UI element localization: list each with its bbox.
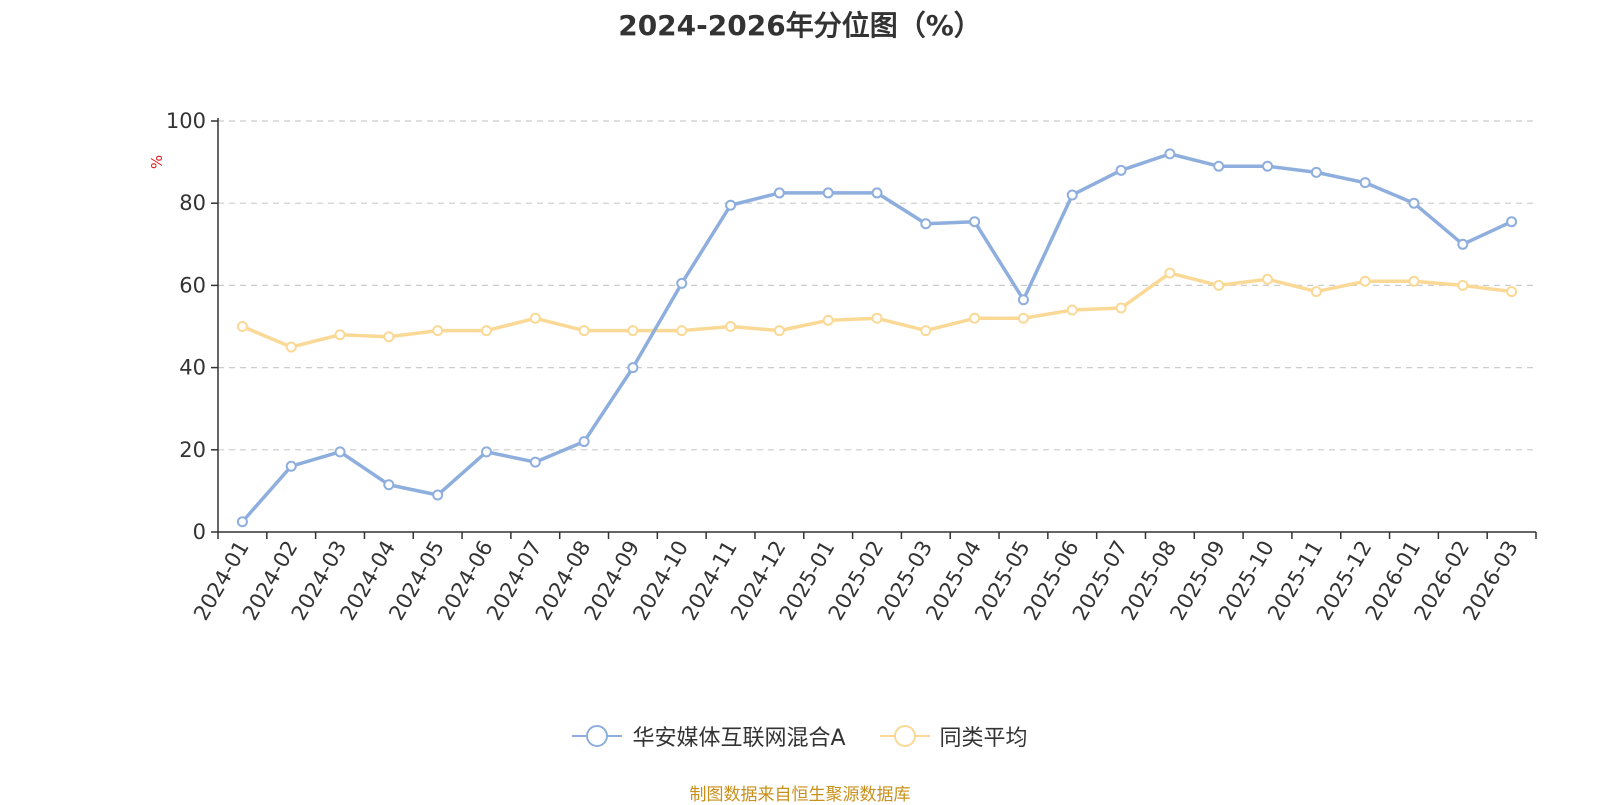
data-point-series-1: [1164, 148, 1176, 160]
data-point-series-2: [1408, 275, 1420, 287]
series-line-2: [241, 271, 1512, 349]
data-point-series-1: [334, 446, 346, 458]
y-tick-label: 20: [179, 438, 206, 462]
data-point-series-1: [236, 516, 248, 528]
data-point-series-1: [1506, 216, 1518, 228]
data-point-series-1: [1359, 177, 1371, 189]
legend-label-series-1: 华安媒体互联网混合A: [632, 726, 846, 751]
data-point-series-2: [383, 331, 395, 343]
data-point-series-1: [432, 489, 444, 501]
data-point-series-2: [1066, 304, 1078, 316]
data-point-series-1: [627, 362, 639, 374]
data-point-series-1: [676, 277, 688, 289]
data-point-series-2: [1213, 279, 1225, 291]
data-point-series-2: [1506, 286, 1518, 298]
data-point-series-2: [725, 321, 737, 332]
y-tick-label: 0: [193, 520, 206, 544]
data-point-series-1: [1017, 294, 1029, 306]
chart-title: 2024-2026年分位图（%）: [618, 9, 982, 42]
data-point-series-2: [1262, 273, 1274, 285]
data-point-series-1: [871, 187, 883, 199]
y-axis-label: %: [148, 155, 166, 169]
data-point-series-1: [578, 436, 590, 448]
data-point-series-2: [969, 312, 981, 324]
data-point-series-1: [383, 479, 395, 491]
data-point-series-1: [1213, 160, 1225, 172]
data-point-series-2: [822, 314, 834, 326]
data-point-series-2: [627, 325, 639, 337]
data-point-series-2: [676, 325, 688, 337]
legend-item-series-2[interactable]: 同类平均: [879, 720, 1028, 752]
data-point-series-1: [1115, 164, 1127, 176]
data-point-series-2: [1457, 279, 1469, 291]
data-point-series-1: [1066, 189, 1078, 201]
data-point-series-1: [529, 456, 541, 468]
data-point-series-2: [1310, 286, 1322, 298]
data-point-series-1: [969, 216, 981, 228]
data-point-series-1: [725, 199, 737, 211]
data-point-series-1: [1457, 238, 1469, 250]
y-tick-label: 60: [179, 273, 206, 297]
data-point-series-2: [1017, 312, 1029, 324]
data-point-series-1: [1408, 197, 1420, 209]
data-point-series-2: [334, 329, 346, 341]
series-line-1: [241, 152, 1513, 523]
data-point-series-1: [480, 446, 492, 458]
data-source-note: 制图数据来自恒生聚源数据库: [689, 785, 911, 805]
legend-item-series-1[interactable]: 华安媒体互联网混合A: [572, 720, 846, 752]
data-point-series-2: [1115, 302, 1127, 314]
legend-swatch-series-2: [879, 725, 930, 747]
data-point-series-2: [236, 321, 248, 332]
data-point-series-1: [822, 187, 834, 199]
data-point-series-2: [1359, 275, 1371, 287]
data-point-series-2: [432, 325, 444, 337]
data-point-series-2: [529, 312, 541, 324]
data-point-series-1: [1262, 160, 1274, 172]
data-point-series-2: [871, 312, 883, 324]
data-point-series-2: [480, 325, 492, 337]
y-tick-label: 40: [179, 356, 206, 380]
data-point-series-1: [920, 218, 932, 230]
y-tick-label: 80: [179, 191, 206, 215]
data-point-series-1: [285, 460, 297, 472]
data-point-series-2: [578, 325, 590, 337]
data-point-series-2: [773, 325, 785, 337]
data-point-series-1: [1310, 166, 1322, 178]
data-point-series-2: [285, 341, 297, 353]
data-point-series-1: [773, 187, 785, 199]
data-point-series-2: [1164, 267, 1176, 279]
chart-legend: 华安媒体互联网混合A 同类平均: [0, 720, 1600, 752]
data-point-series-2: [920, 325, 932, 337]
legend-swatch-series-1: [572, 725, 623, 747]
legend-label-series-2: 同类平均: [939, 726, 1028, 751]
y-tick-label: 100: [166, 109, 206, 133]
